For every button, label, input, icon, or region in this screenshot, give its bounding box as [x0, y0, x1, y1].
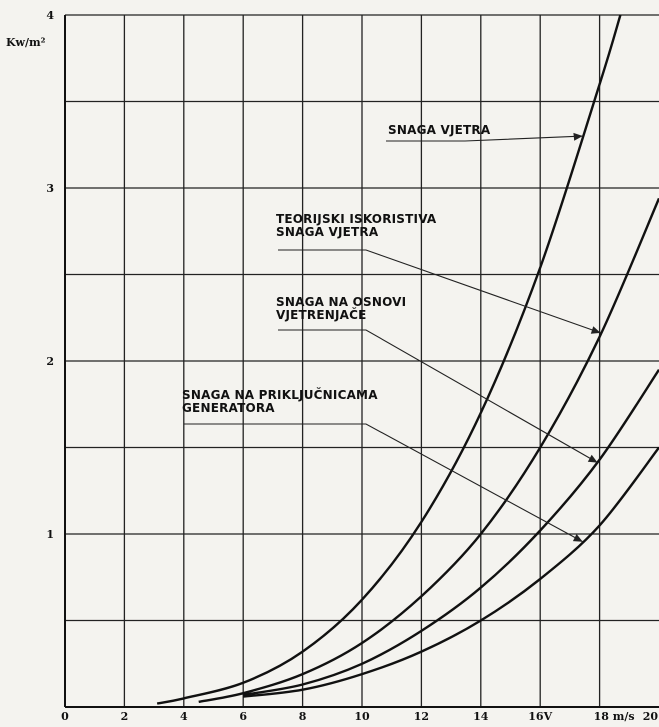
annotation-text-line: TEORIJSKI ISKORISTIVA — [276, 212, 437, 226]
x-tick-label: 12 — [414, 710, 429, 723]
annotation-wind-power: SNAGA VJETRA — [388, 123, 491, 137]
x-tick-label: 18 m/s — [594, 710, 635, 723]
curve-rotor-power — [242, 369, 659, 697]
x-tick-label: 2 — [121, 710, 129, 723]
y-tick-label: 1 — [46, 528, 54, 541]
annotation-leader-line — [386, 135, 583, 142]
annotation-arrowhead — [572, 534, 583, 542]
annotation-arrowhead — [573, 132, 583, 141]
annotation-leader-line — [278, 329, 598, 464]
x-tick-label: 14 — [473, 710, 489, 723]
x-tick-label: 20 — [643, 710, 659, 723]
x-tick-label: 6 — [239, 710, 247, 723]
y-tick-label: 4 — [46, 9, 54, 22]
x-tick-label: 10 — [354, 710, 370, 723]
x-tick-label: 16V — [528, 710, 552, 723]
annotation-arrowhead — [590, 326, 601, 334]
annotation-text-line: VJETRENJAČE — [276, 307, 367, 322]
x-tick-label: 0 — [61, 710, 69, 723]
x-tick-label: 4 — [180, 710, 188, 723]
curve-theoretical-usable-power — [198, 197, 659, 703]
annotation-text-line: SNAGA NA OSNOVI — [276, 295, 406, 309]
y-tick-label: 3 — [46, 182, 54, 195]
annotation-text-line: SNAGA NA PRIKLJUČNICAMA — [182, 387, 378, 402]
annotation-text-line: SNAGA VJETRA — [276, 225, 379, 239]
y-unit-label: Kw/m² — [6, 36, 46, 49]
data-curves — [156, 14, 659, 705]
annotation-text-line: GENERATORA — [182, 401, 275, 415]
curve-generator-terminal-power — [243, 446, 659, 698]
annotation-arrowhead — [587, 454, 598, 463]
axes — [64, 15, 659, 708]
y-tick-label: 2 — [46, 355, 54, 368]
annotation-leader-line — [278, 249, 601, 334]
annotation-leaders — [184, 132, 601, 543]
annotation-leader-line — [184, 423, 584, 543]
x-tick-label: 8 — [299, 710, 307, 723]
curve-wind-power — [156, 14, 622, 705]
grid-lines — [65, 14, 659, 707]
annotation-text-line: SNAGA VJETRA — [388, 123, 491, 137]
